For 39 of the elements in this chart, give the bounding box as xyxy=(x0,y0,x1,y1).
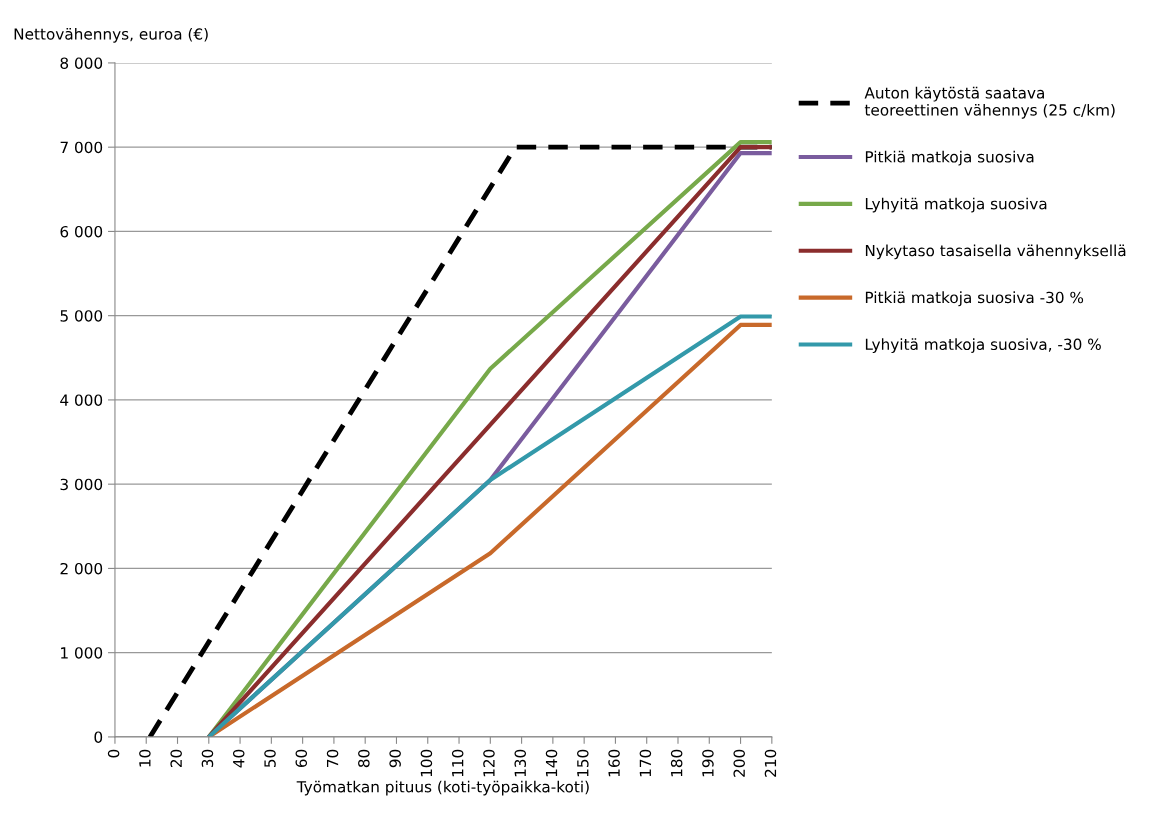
x-tick-label: 80 xyxy=(358,749,370,768)
x-tick-label: 90 xyxy=(389,749,401,768)
x-tick-label: 20 xyxy=(170,749,182,768)
x-tick-label: 210 xyxy=(764,749,777,777)
x-tick-label: 120 xyxy=(483,749,495,777)
y-tick-label: 6 000 xyxy=(60,225,103,238)
x-axis-title: Työmatkan pituus (koti-työpaikka-koti) xyxy=(296,780,589,796)
y-axis-title: Nettovähennys, euroa (€) xyxy=(14,27,208,43)
x-tick-label: 190 xyxy=(702,749,714,777)
y-tick-label: 3 000 xyxy=(60,478,103,491)
x-tick-label: 0 xyxy=(107,749,120,758)
x-tick-label: 200 xyxy=(733,749,745,777)
x-tick-label: 100 xyxy=(420,749,433,777)
y-tick-label: 7 000 xyxy=(60,141,103,154)
x-tick-label: 160 xyxy=(608,749,620,777)
x-tick-label: 50 xyxy=(264,749,276,767)
x-tick-label: 130 xyxy=(514,749,527,777)
y-tick-label: 0 xyxy=(94,731,103,743)
legend-label: Lyhyitä matkoja suosiva xyxy=(865,197,1047,213)
x-tick-label: 150 xyxy=(577,749,589,777)
legend-label: Pitkiä matkoja suosiva xyxy=(865,150,1034,166)
y-tick-label: 5 000 xyxy=(60,310,103,322)
y-tick-label: 2 000 xyxy=(60,562,103,575)
legend-label: Lyhyitä matkoja suosiva, -30 % xyxy=(865,338,1101,354)
legend-label: Pitkiä matkoja suosiva -30 % xyxy=(865,291,1084,307)
x-tick-label: 70 xyxy=(326,749,339,767)
x-tick-label: 60 xyxy=(295,749,308,768)
x-tick-label: 180 xyxy=(670,749,683,777)
x-tick-label: 40 xyxy=(232,749,245,768)
x-tick-label: 170 xyxy=(639,749,652,777)
x-tick-label: 110 xyxy=(451,749,464,777)
x-tick-label: 10 xyxy=(139,749,151,767)
y-tick-label: 8 000 xyxy=(60,57,103,69)
x-tick-label: 30 xyxy=(201,749,214,767)
legend-label: Nykytaso tasaisella vähennyksellä xyxy=(865,244,1126,260)
legend-label: Auton käytöstä saatava teoreettinen vähennys (25 c/km) xyxy=(864,86,1115,119)
y-tick-label: 1 000 xyxy=(61,647,103,659)
y-tick-label: 4 000 xyxy=(60,394,103,406)
x-tick-label: 140 xyxy=(545,749,558,777)
